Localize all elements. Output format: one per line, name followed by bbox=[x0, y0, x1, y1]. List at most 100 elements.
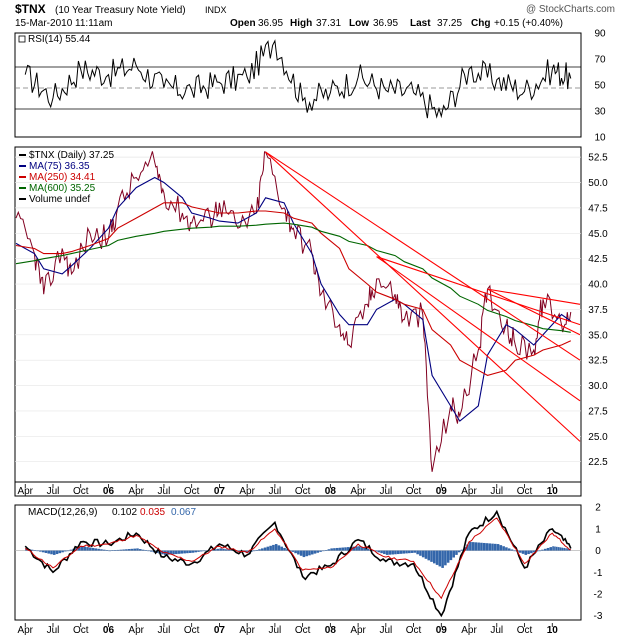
macd-tick-label: 2 bbox=[595, 503, 601, 514]
macd-histogram-bar bbox=[355, 546, 358, 551]
macd-histogram-bar bbox=[549, 547, 553, 551]
macd-histogram-bar bbox=[430, 550, 433, 562]
macd-histogram-bar bbox=[333, 548, 336, 551]
trendlines bbox=[265, 151, 581, 442]
trendline bbox=[376, 256, 581, 326]
x-tick-label: Oct bbox=[184, 486, 200, 497]
x-tick-label: Apr bbox=[350, 486, 366, 497]
macd-histogram-bar bbox=[358, 546, 361, 551]
macd-histogram-bar bbox=[360, 547, 364, 551]
macd-histogram-bar bbox=[435, 550, 439, 565]
macd-histogram-bar bbox=[216, 548, 220, 551]
macd-histogram-bar bbox=[496, 544, 500, 551]
x-tick-label: 10 bbox=[547, 486, 559, 497]
macd-legend-value: 0.102 bbox=[112, 507, 137, 518]
legend-entry: $TNX (Daily) 37.25 bbox=[29, 150, 114, 161]
macd-histogram-bar bbox=[111, 550, 114, 551]
macd-histogram-bar bbox=[313, 550, 317, 554]
macd-histogram-bar bbox=[427, 550, 431, 561]
x-tick-label: Jul bbox=[158, 625, 171, 636]
macd-y-axis: 2 1 0 -1 -2 -3 bbox=[594, 503, 603, 622]
x-tick-label: 06 bbox=[103, 486, 115, 497]
macd-histogram-bar bbox=[565, 548, 567, 551]
x-tick-label: Oct bbox=[517, 486, 533, 497]
macd-histogram-bar bbox=[554, 546, 556, 551]
rsi-legend: RSI(14) 55.44 bbox=[28, 34, 91, 45]
macd-histogram-bar bbox=[455, 550, 458, 555]
macd-histogram-bar bbox=[272, 544, 275, 551]
macd-histogram-bar bbox=[505, 547, 508, 551]
macd-histogram-bar bbox=[322, 550, 325, 552]
macd-histogram-bar bbox=[102, 549, 106, 551]
macd-histogram-bar bbox=[100, 549, 103, 551]
macd-x-axis: Apr Jul Oct 06 Apr Jul Oct 07 Apr Jul Oct 08 Apr Jul O… bbox=[17, 623, 558, 636]
macd-histogram-bar bbox=[133, 548, 136, 551]
macd-histogram-bar bbox=[147, 550, 150, 552]
x-tick-label: Apr bbox=[17, 625, 33, 636]
last-value: 37.25 bbox=[437, 18, 462, 29]
macd-histogram-bar bbox=[377, 550, 381, 553]
macd-histogram-bar bbox=[477, 542, 480, 551]
macd-histogram-bar bbox=[396, 550, 400, 555]
x-tick-label: Jul bbox=[268, 625, 281, 636]
chart-header: $TNX (10 Year Treasury Note Yield) INDX … bbox=[15, 2, 615, 29]
macd-histogram-bar bbox=[36, 550, 39, 552]
price-tick-label: 50.0 bbox=[588, 178, 608, 189]
trendline bbox=[487, 288, 581, 336]
macd-histogram-bar bbox=[91, 547, 95, 551]
macd-histogram-bar bbox=[471, 542, 475, 551]
macd-histogram-bar bbox=[263, 547, 267, 551]
macd-histogram-bar bbox=[199, 550, 203, 552]
rsi-tick-label: 70 bbox=[594, 55, 606, 66]
macd-tick-label: -1 bbox=[594, 568, 603, 579]
macd-histogram-bar bbox=[480, 542, 483, 551]
price-tick-label: 27.5 bbox=[588, 406, 608, 417]
macd-histogram-bar bbox=[52, 550, 56, 555]
macd-histogram-bar bbox=[191, 550, 195, 553]
macd-histogram-bar bbox=[238, 550, 242, 552]
macd-histogram-bar bbox=[302, 550, 306, 558]
macd-histogram-bar bbox=[258, 549, 261, 551]
macd-histogram-bar bbox=[394, 550, 397, 555]
macd-plot bbox=[15, 509, 581, 618]
macd-histogram-bar bbox=[402, 550, 406, 554]
macd-histogram-bar bbox=[294, 550, 297, 554]
macd-histogram-bar bbox=[64, 550, 67, 552]
macd-histogram-bar bbox=[530, 550, 533, 554]
rsi-panel: RSI(14) 55.44 90 70 50 30 10 bbox=[14, 29, 606, 144]
macd-histogram-bar bbox=[494, 543, 497, 551]
macd-histogram-bar bbox=[557, 547, 560, 551]
macd-histogram-bar bbox=[39, 550, 42, 552]
macd-histogram-bar bbox=[324, 550, 328, 551]
rsi-legend-swatch bbox=[18, 35, 26, 43]
macd-histogram-bar bbox=[274, 544, 278, 551]
macd-tick-label: 1 bbox=[595, 524, 601, 535]
macd-histogram-bar bbox=[108, 550, 112, 552]
x-tick-label: Oct bbox=[517, 625, 533, 636]
macd-histogram-bar bbox=[449, 550, 453, 561]
x-tick-label: Apr bbox=[17, 486, 33, 497]
macd-histogram-bar bbox=[521, 550, 525, 554]
x-tick-label: Apr bbox=[461, 625, 477, 636]
price-tick-label: 40.0 bbox=[588, 280, 608, 291]
price-tick-label: 42.5 bbox=[588, 254, 608, 265]
price-tick-label: 45.0 bbox=[588, 229, 608, 240]
macd-histogram-bar bbox=[408, 550, 411, 554]
macd-histogram-bar bbox=[330, 548, 333, 551]
low-label: Low bbox=[349, 18, 369, 29]
macd-histogram-bar bbox=[77, 547, 81, 551]
macd-histogram-bar bbox=[559, 547, 562, 551]
x-tick-label: Oct bbox=[406, 625, 422, 636]
x-tick-label: Oct bbox=[184, 625, 200, 636]
macd-histogram-bar bbox=[105, 550, 109, 551]
macd-histogram-bar bbox=[424, 550, 428, 559]
macd-tick-label: 0 bbox=[595, 546, 601, 557]
macd-histogram-bar bbox=[261, 548, 264, 551]
x-tick-label: Jul bbox=[268, 486, 281, 497]
macd-histogram-bar bbox=[308, 550, 311, 556]
macd-histogram-bar bbox=[499, 545, 503, 551]
macd-histogram-bar bbox=[208, 550, 211, 551]
macd-histogram-bar bbox=[338, 547, 342, 551]
macd-histogram-bar bbox=[546, 547, 550, 551]
